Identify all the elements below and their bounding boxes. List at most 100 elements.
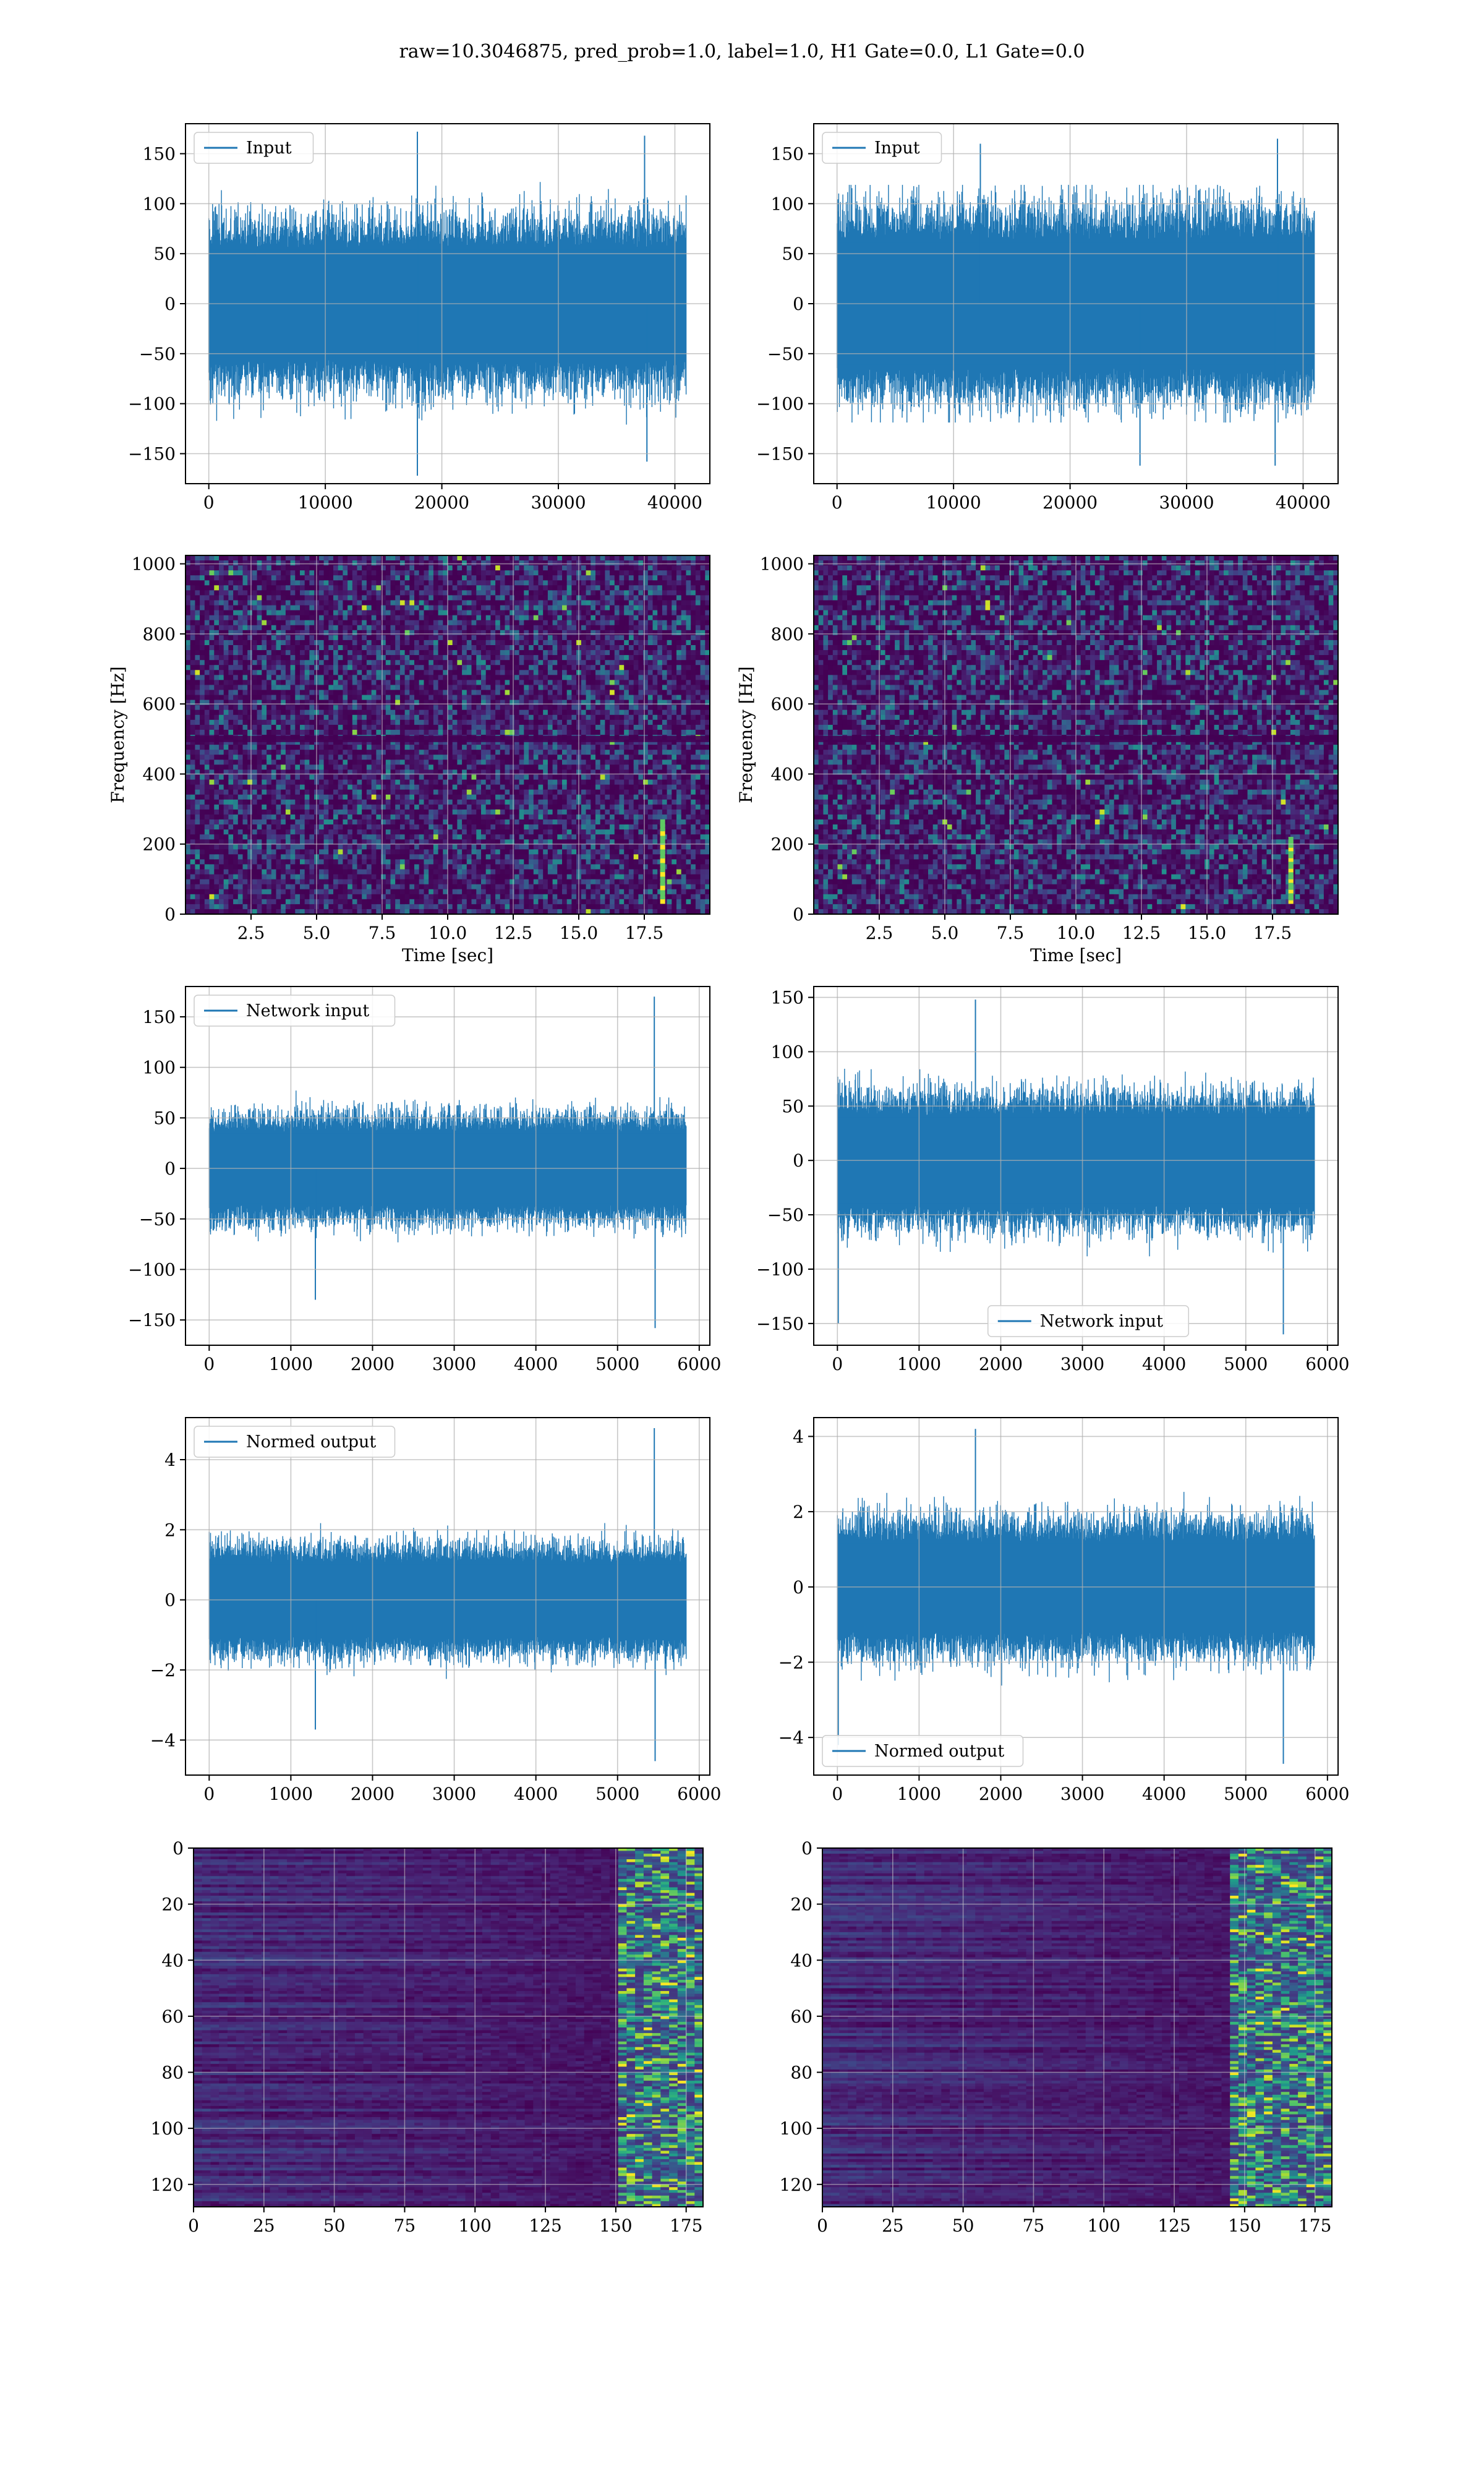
heatmap-cell: [376, 864, 381, 870]
heatmap-cell: [224, 790, 229, 795]
heatmap-cell: [343, 810, 348, 815]
heatmap-cell: [338, 655, 343, 661]
heatmap-cell: [309, 560, 314, 566]
heatmap-cell: [362, 859, 367, 865]
heatmap-cell: [267, 620, 271, 626]
heatmap-cell: [291, 675, 296, 680]
heatmap-cell: [362, 700, 367, 706]
heatmap-cell: [267, 725, 271, 730]
heatmap-cell: [305, 700, 310, 706]
heatmap-cell: [386, 715, 391, 721]
heatmap-cell: [214, 700, 219, 706]
heatmap-cell: [319, 695, 324, 701]
heatmap-cell: [319, 670, 324, 675]
heatmap-cell: [348, 834, 352, 840]
heatmap-cell: [276, 899, 281, 905]
heatmap-cell: [252, 590, 257, 596]
heatmap-cell: [262, 695, 267, 701]
heatmap-cell: [276, 849, 281, 855]
heatmap-cell: [219, 824, 224, 830]
heatmap-cell: [376, 904, 381, 910]
heatmap-cell: [348, 610, 352, 616]
heatmap-cell: [328, 760, 333, 765]
heatmap-cell: [343, 655, 348, 661]
heatmap-cell: [357, 815, 362, 820]
heatmap-cell: [386, 875, 391, 880]
heatmap-cell: [291, 810, 296, 815]
heatmap-cell: [200, 785, 205, 790]
heatmap-cell: [300, 630, 305, 636]
heatmap-cell: [186, 785, 190, 790]
heatmap-cell: [386, 795, 391, 800]
heatmap-cell: [333, 630, 338, 636]
heatmap-cell: [372, 764, 377, 770]
heatmap-cell: [338, 820, 343, 825]
heatmap-cell: [233, 870, 238, 875]
heatmap-cell: [214, 715, 219, 721]
heatmap-cell: [243, 590, 248, 596]
heatmap-cell: [372, 610, 377, 616]
heatmap-cell: [319, 899, 324, 905]
heatmap-cell: [210, 844, 215, 850]
heatmap-cell: [391, 705, 396, 711]
heatmap-cell: [291, 774, 296, 780]
heatmap-cell: [328, 690, 333, 696]
heatmap-cell: [324, 660, 329, 666]
heatmap-cell: [276, 755, 281, 760]
heatmap-cell: [305, 630, 310, 636]
heatmap-cell: [309, 720, 314, 726]
heatmap-cell: [352, 615, 357, 621]
heatmap-cell: [333, 685, 338, 690]
heatmap-cell: [391, 660, 396, 666]
heatmap-cell: [324, 610, 329, 616]
heatmap-cell: [333, 705, 338, 711]
heatmap-cell: [219, 750, 224, 755]
heatmap-cell: [300, 715, 305, 721]
heatmap-cell: [362, 725, 367, 730]
heatmap-cell: [243, 655, 248, 661]
heatmap-cell: [367, 725, 372, 730]
heatmap-cell: [257, 829, 262, 835]
heatmap-cell: [319, 625, 324, 631]
heatmap-cell: [367, 655, 372, 661]
heatmap-cell: [243, 844, 248, 850]
heatmap-cell: [195, 844, 200, 850]
heatmap-cell: [386, 854, 391, 860]
heatmap-cell: [300, 904, 305, 910]
heatmap-cell: [328, 755, 333, 760]
heatmap-cell: [195, 690, 200, 696]
heatmap-cell: [295, 665, 300, 670]
heatmap-cell: [300, 859, 305, 865]
heatmap-cell: [238, 630, 243, 636]
heatmap-cell: [190, 894, 195, 900]
heatmap-cell: [352, 665, 357, 670]
heatmap-cell: [286, 805, 291, 810]
heatmap-cell: [338, 750, 343, 755]
heatmap-cell: [267, 824, 271, 830]
heatmap-cell: [243, 675, 248, 680]
heatmap-cell: [205, 750, 210, 755]
heatmap-cell: [252, 601, 257, 606]
heatmap-cell: [372, 894, 377, 900]
heatmap-cell: [238, 695, 243, 701]
heatmap-cell: [228, 635, 233, 641]
heatmap-cell: [271, 650, 276, 656]
heatmap-cell: [391, 650, 396, 656]
heatmap-cell: [233, 800, 238, 805]
heatmap-cell: [228, 580, 233, 586]
heatmap-cell: [300, 606, 305, 611]
heatmap-cell: [300, 590, 305, 596]
heatmap-cell: [186, 795, 190, 800]
heatmap-cell: [247, 555, 252, 561]
heatmap-cell: [271, 655, 276, 661]
heatmap-cell: [186, 615, 190, 621]
heatmap-cell: [262, 590, 267, 596]
heatmap-cell: [252, 815, 257, 820]
heatmap-cell: [252, 650, 257, 656]
heatmap-cell: [281, 725, 286, 730]
heatmap-cell: [238, 595, 243, 601]
heatmap-cell: [267, 889, 271, 895]
heatmap-cell: [243, 680, 248, 685]
heatmap-cell: [262, 685, 267, 690]
